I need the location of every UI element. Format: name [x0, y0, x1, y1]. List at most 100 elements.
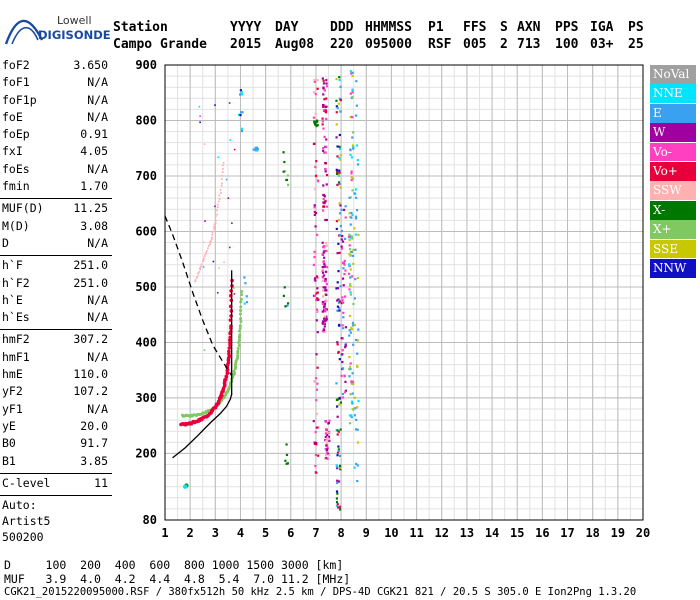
header-label-7: S [500, 20, 508, 35]
echo-point [355, 462, 358, 466]
echo-point [336, 415, 339, 418]
echo-point [323, 135, 326, 139]
echo-point [324, 447, 327, 451]
echo-point [338, 145, 341, 148]
echo-point [324, 109, 327, 112]
echo-point [286, 302, 290, 305]
echo-point [243, 302, 246, 305]
echo-point [340, 245, 343, 248]
x-tick-label: 20 [636, 526, 650, 540]
trace-point [214, 219, 217, 222]
echo-point [321, 253, 324, 256]
trace-point [214, 222, 217, 225]
param-row: h`F 251.0 [0, 258, 112, 275]
header-label-5: P1 [428, 20, 444, 35]
echo-point [357, 163, 360, 166]
echo-point [343, 259, 346, 263]
echo-point [352, 248, 355, 252]
echo-point [349, 92, 352, 95]
trace-point [238, 326, 242, 330]
echo-point [338, 147, 342, 151]
echo-point [323, 256, 326, 259]
echo-point [325, 97, 328, 100]
echo-point [325, 82, 328, 85]
echo-point [336, 481, 339, 485]
param-row: B0 91.7 [0, 436, 112, 453]
echo-point [316, 233, 319, 236]
param-name: M(D) [2, 218, 30, 233]
echo-point [233, 287, 235, 289]
trace-point [200, 263, 203, 266]
echo-point [328, 454, 331, 457]
echo-point [216, 291, 219, 294]
echo-point [338, 133, 341, 137]
echo-point [315, 275, 318, 278]
echo-point [342, 284, 345, 287]
echo-point [322, 205, 325, 208]
echo-point [321, 279, 324, 282]
echo-point [240, 127, 244, 130]
echo-point [322, 93, 325, 96]
echo-point [348, 314, 352, 318]
echo-point [337, 449, 340, 453]
echo-point [356, 352, 359, 355]
panel-divider [0, 472, 112, 474]
echo-point [335, 220, 339, 223]
echo-point [348, 272, 351, 275]
echo-point [325, 249, 328, 253]
echo-point [324, 435, 327, 439]
echo-point [340, 302, 343, 305]
digisonde-logo: Lowell DIGISONDE [4, 14, 111, 45]
echo-point [240, 90, 243, 94]
echo-point [322, 246, 325, 249]
param-name: h`Es [2, 310, 30, 325]
param-value: 251.0 [73, 258, 108, 273]
echo-point [313, 256, 316, 259]
auto-scaling-line: Artist5 [2, 514, 51, 529]
echo-point [342, 311, 345, 314]
echo-point [315, 124, 318, 128]
echo-point [315, 353, 318, 356]
echo-point [313, 380, 316, 383]
echo-point [286, 304, 289, 307]
echo-point [315, 388, 318, 391]
echo-point [348, 365, 352, 368]
echo-point [229, 139, 231, 141]
echo-point [342, 267, 345, 270]
echo-point [349, 291, 352, 294]
echo-point [325, 444, 328, 447]
echo-point [315, 426, 318, 429]
echo-point [284, 459, 287, 462]
echo-point [313, 250, 316, 253]
trace-point [206, 247, 209, 250]
echo-point [344, 326, 348, 329]
echo-point [356, 441, 360, 444]
param-row: hmF2 307.2 [0, 332, 112, 349]
echo-point [336, 252, 339, 255]
trace-point [211, 233, 214, 236]
x-tick-label: 13 [460, 526, 474, 540]
echo-point [352, 131, 355, 134]
echo-point [324, 330, 327, 333]
echo-point [336, 341, 339, 344]
echo-point [356, 479, 359, 483]
echo-point [335, 287, 338, 290]
echo-point [325, 218, 328, 222]
echo-point [353, 227, 356, 230]
echo-point [338, 300, 342, 303]
echo-point [348, 212, 351, 215]
echo-point [239, 89, 243, 92]
echo-point [353, 192, 356, 195]
echo-point [285, 178, 288, 182]
echo-point [202, 241, 205, 244]
param-value: 11 [94, 475, 108, 490]
x-tick-label: 4 [237, 526, 244, 540]
echo-point [223, 261, 225, 264]
echo-point [316, 291, 319, 294]
echo-point [349, 254, 352, 257]
trace-point [222, 161, 225, 164]
echo-point [285, 453, 289, 457]
param-row: hmE 110.0 [0, 367, 112, 384]
echo-point [324, 315, 327, 318]
param-name: hmE [2, 367, 23, 382]
